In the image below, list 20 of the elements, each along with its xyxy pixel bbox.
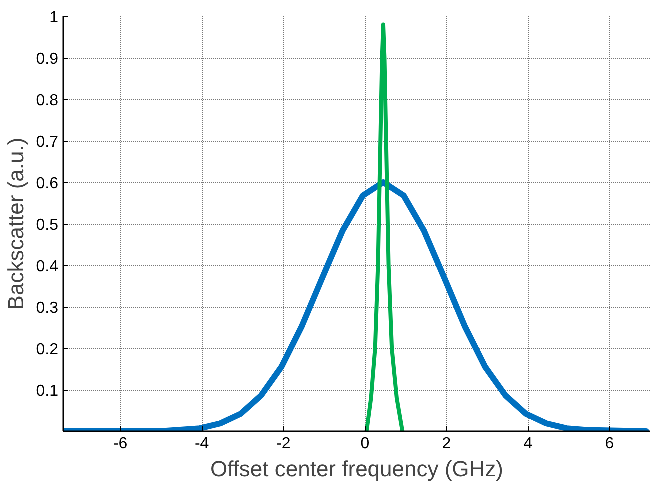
x-tick-label: 4 — [524, 436, 533, 452]
y-tick-label: 0.3 — [36, 300, 59, 317]
y-tick-label: 1 — [50, 10, 59, 26]
x-tick-label: -4 — [194, 436, 210, 452]
y-tick-label: 0.6 — [36, 176, 59, 192]
y-tick-label: 0.1 — [36, 383, 59, 400]
x-tick-label: 6 — [605, 436, 614, 452]
x-axis-title: Offset center frequency (GHz) — [210, 456, 504, 482]
y-tick-label: 0.9 — [36, 51, 59, 68]
x-tick-label: 0 — [360, 436, 370, 452]
y-tick-label: 0.8 — [36, 92, 59, 110]
x-tick-label: 2 — [442, 436, 452, 452]
line-series — [364, 22, 405, 432]
y-axis-title: Backscatter (a.u.) — [3, 138, 28, 310]
y-tick-label: 0.5 — [36, 217, 59, 234]
y-tick-label: 0.2 — [36, 342, 59, 358]
x-tick-label: -6 — [113, 436, 128, 452]
x-tick-label: -2 — [276, 436, 291, 452]
y-tick-label: 0.7 — [36, 134, 59, 151]
y-tick-label: 0.4 — [36, 258, 59, 276]
